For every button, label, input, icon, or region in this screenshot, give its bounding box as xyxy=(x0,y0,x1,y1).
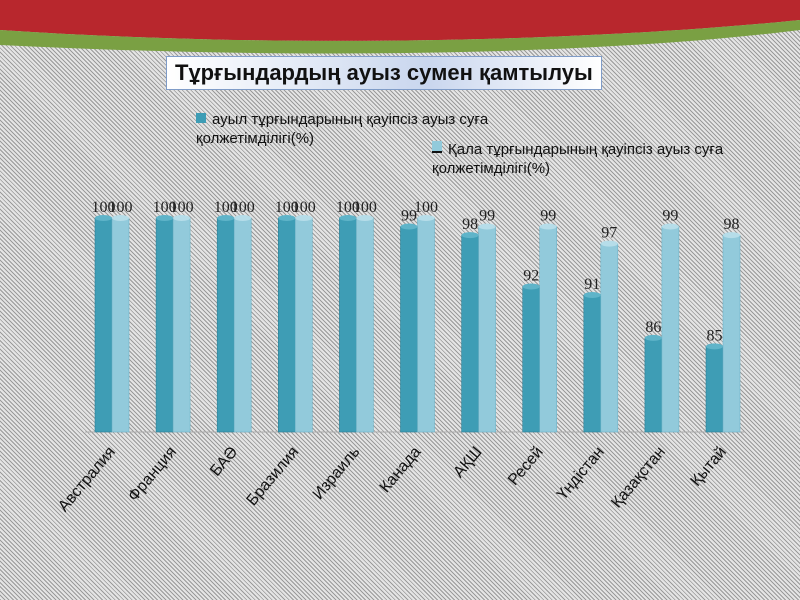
bar-cap xyxy=(706,343,723,350)
bar-urban xyxy=(111,217,130,433)
data-label: 100 xyxy=(336,199,360,216)
legend-item-rural: ауыл тұрғындарының қауіпсіз ауыз суға қо… xyxy=(196,110,596,148)
bar-urban xyxy=(294,217,313,433)
data-label: 98 xyxy=(462,216,478,233)
category-label: Ресей xyxy=(505,444,547,489)
data-label: 100 xyxy=(292,199,316,216)
category-label: Қытай xyxy=(688,444,730,490)
data-label: 98 xyxy=(724,216,740,233)
data-label: 91 xyxy=(584,276,600,293)
bar-urban xyxy=(600,243,619,433)
legend-item-urban: Қала тұрғындарының қауіпсіз ауыз суға қо… xyxy=(432,140,772,178)
bar-rural xyxy=(94,217,113,433)
bar-rural xyxy=(583,294,602,433)
bar-cap xyxy=(539,223,557,230)
category-label: БАӘ xyxy=(207,444,241,480)
data-label: 97 xyxy=(601,225,617,242)
data-label: 99 xyxy=(662,208,678,225)
data-label: 100 xyxy=(109,199,133,216)
category-label: АҚШ xyxy=(450,444,485,481)
data-label: 86 xyxy=(645,319,661,336)
bar-rural xyxy=(277,217,296,433)
data-label: 99 xyxy=(401,208,417,225)
bar-urban xyxy=(172,217,191,433)
bar-cap xyxy=(356,215,374,221)
bar-cap xyxy=(400,223,418,230)
bar-cap xyxy=(339,215,357,221)
data-label: 99 xyxy=(479,208,495,225)
header-decoration xyxy=(0,0,800,54)
bar-urban xyxy=(233,217,252,433)
legend-swatch-rural xyxy=(196,113,206,123)
data-label: 100 xyxy=(214,199,238,216)
bar-urban xyxy=(478,226,496,433)
bar-rural xyxy=(339,217,357,433)
legend-swatch-urban xyxy=(432,141,442,153)
category-label: Франция xyxy=(125,444,180,505)
data-label: 99 xyxy=(540,208,556,225)
data-label: 100 xyxy=(414,199,438,216)
legend-label-urban: Қала тұрғындарының қауіпсіз ауыз суға қо… xyxy=(432,141,724,177)
bar-urban xyxy=(661,226,680,433)
data-label: 85 xyxy=(707,327,723,344)
data-label: 100 xyxy=(170,199,194,216)
legend-label-rural: ауыл тұрғындарының қауіпсіз ауыз суға қо… xyxy=(196,111,489,147)
category-label: Канада xyxy=(377,444,425,497)
bar-cap xyxy=(583,292,601,299)
bar-cap xyxy=(600,240,618,247)
bar-cap xyxy=(417,215,435,221)
bar-rural xyxy=(461,234,479,433)
bar-cap xyxy=(723,232,740,239)
category-label: Үндістан xyxy=(554,444,608,504)
bar-cap xyxy=(461,232,479,239)
bar-rural xyxy=(400,226,418,433)
bar-cap xyxy=(478,223,496,230)
bar-urban xyxy=(539,226,558,433)
data-label: 92 xyxy=(523,267,539,284)
category-label: Қазақстан xyxy=(608,444,669,512)
bar-urban xyxy=(356,217,374,433)
bar-cap xyxy=(217,215,235,221)
bar-cap xyxy=(112,215,129,221)
bar-rural xyxy=(522,286,541,433)
chart-title: Тұрғындардың ауыз сумен қамтылуы xyxy=(166,56,602,90)
bar-cap xyxy=(661,223,679,230)
bar-cap xyxy=(295,215,313,221)
category-label: Бразилия xyxy=(243,444,302,510)
bar-urban xyxy=(722,234,741,433)
bar-rural xyxy=(644,337,663,433)
bar-cap xyxy=(156,215,174,221)
bar-cap xyxy=(95,215,112,221)
bar-cap xyxy=(278,215,296,221)
data-label: 100 xyxy=(231,199,255,216)
data-label: 100 xyxy=(92,199,116,216)
bar-cap xyxy=(173,215,191,221)
data-label: 100 xyxy=(153,199,177,216)
bar-rural xyxy=(216,217,235,433)
bar-rural xyxy=(155,217,174,433)
category-label: Австралия xyxy=(55,444,119,515)
data-label: 100 xyxy=(275,199,299,216)
bar-cap xyxy=(234,215,252,221)
bar-cap xyxy=(644,334,662,341)
bar-cap xyxy=(522,283,540,290)
bar-rural xyxy=(705,346,724,433)
category-label: Израиль xyxy=(310,444,364,503)
bar-urban xyxy=(417,217,435,433)
data-label: 100 xyxy=(353,199,377,216)
